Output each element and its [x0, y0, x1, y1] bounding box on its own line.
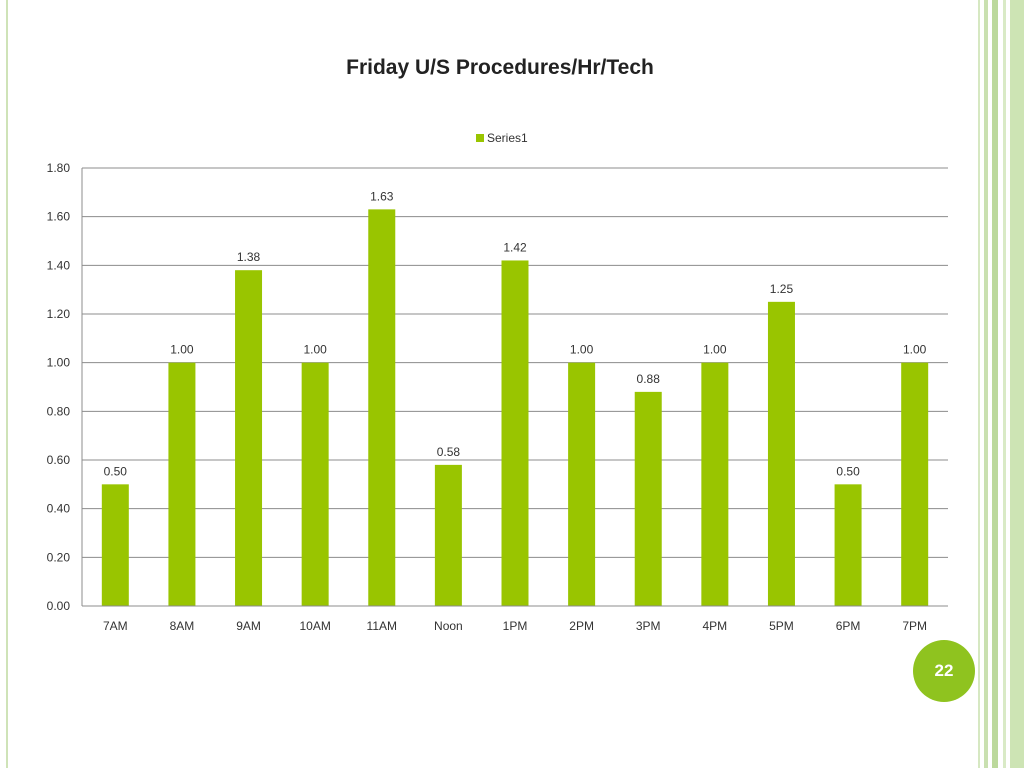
x-tick-label: 9AM — [236, 619, 261, 633]
chart-title: Friday U/S Procedures/Hr/Tech — [346, 56, 654, 79]
legend-label: Series1 — [487, 131, 528, 145]
data-label: 1.38 — [237, 250, 261, 264]
bar — [368, 209, 396, 606]
slide-right-stripes — [974, 0, 1024, 768]
y-tick-label: 1.80 — [47, 161, 71, 175]
y-tick-label: 0.60 — [47, 453, 71, 467]
x-axis: 7AM 8AM 9AM 10AM 11AM Noon 1PM 2PM 3PM 4PM 5PM 6PM 7… — [82, 605, 948, 633]
x-tick-label: 8AM — [170, 619, 195, 633]
legend: Series1 — [476, 131, 528, 145]
x-tick-label: 5PM — [769, 619, 794, 633]
y-tick-label: 1.60 — [47, 210, 71, 224]
x-tick-label: 6PM — [836, 619, 861, 633]
x-tick-label: 2PM — [569, 619, 594, 633]
bar — [301, 362, 329, 606]
data-label: 1.42 — [503, 240, 527, 254]
bar — [235, 270, 263, 606]
data-label: 0.50 — [836, 464, 860, 478]
data-label: 1.00 — [170, 343, 194, 357]
bar — [434, 464, 462, 606]
y-tick-label: 1.40 — [47, 258, 71, 272]
bar — [901, 362, 929, 606]
data-label: 0.50 — [104, 464, 128, 478]
y-axis: 0.00 0.20 0.40 0.60 0.80 1.00 1.20 1.40 1.60 1.80 — [47, 161, 83, 613]
bar — [634, 391, 662, 606]
x-tick-label: 7AM — [103, 619, 128, 633]
x-tick-label: 3PM — [636, 619, 661, 633]
data-label: 1.00 — [903, 343, 927, 357]
slide-left-border — [6, 0, 8, 768]
bar — [701, 362, 729, 606]
bar — [501, 260, 529, 606]
bar — [101, 484, 129, 606]
page-number-badge: 22 — [913, 640, 975, 702]
bar — [568, 362, 596, 606]
bars — [101, 209, 929, 606]
bar-chart: 0.00 0.20 0.40 0.60 0.80 1.00 1.20 1.40 1.60 1.80… — [47, 131, 948, 633]
y-tick-label: 0.80 — [47, 404, 71, 418]
bar — [168, 362, 196, 606]
data-label: 1.25 — [770, 282, 794, 296]
data-label: 0.58 — [437, 445, 461, 459]
x-tick-label: 7PM — [902, 619, 927, 633]
x-tick-label: 11AM — [367, 619, 397, 633]
legend-swatch — [476, 134, 484, 142]
data-labels: 0.50 1.00 1.38 1.00 1.63 0.58 1.42 1.00 0.88 1.00… — [104, 189, 927, 478]
data-label: 1.00 — [703, 343, 727, 357]
y-tick-label: 0.40 — [47, 502, 71, 516]
data-label: 1.63 — [370, 189, 394, 203]
y-tick-label: 0.00 — [47, 599, 71, 613]
y-tick-label: 1.00 — [47, 356, 71, 370]
x-tick-label: 4PM — [703, 619, 728, 633]
y-tick-label: 0.20 — [47, 550, 71, 564]
x-tick-label: Noon — [434, 619, 463, 633]
x-tick-label: 1PM — [503, 619, 528, 633]
bar — [834, 484, 862, 606]
y-tick-label: 1.20 — [47, 307, 71, 321]
data-label: 0.88 — [637, 372, 661, 386]
x-tick-label: 10AM — [299, 619, 330, 633]
data-label: 1.00 — [303, 343, 327, 357]
bar — [767, 301, 795, 606]
data-label: 1.00 — [570, 343, 594, 357]
